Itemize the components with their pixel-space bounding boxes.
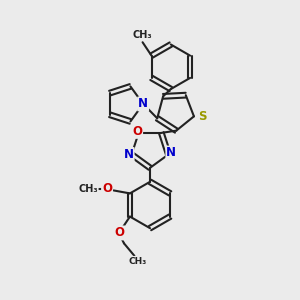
Text: CH₃: CH₃ (129, 257, 147, 266)
Text: N: N (138, 98, 148, 110)
Text: CH₃: CH₃ (133, 30, 152, 40)
Text: N: N (166, 146, 176, 160)
Text: CH₃: CH₃ (78, 184, 98, 194)
Text: O: O (115, 226, 124, 239)
Text: S: S (198, 110, 206, 123)
Text: O: O (132, 125, 142, 138)
Text: N: N (124, 148, 134, 161)
Text: O: O (102, 182, 112, 195)
